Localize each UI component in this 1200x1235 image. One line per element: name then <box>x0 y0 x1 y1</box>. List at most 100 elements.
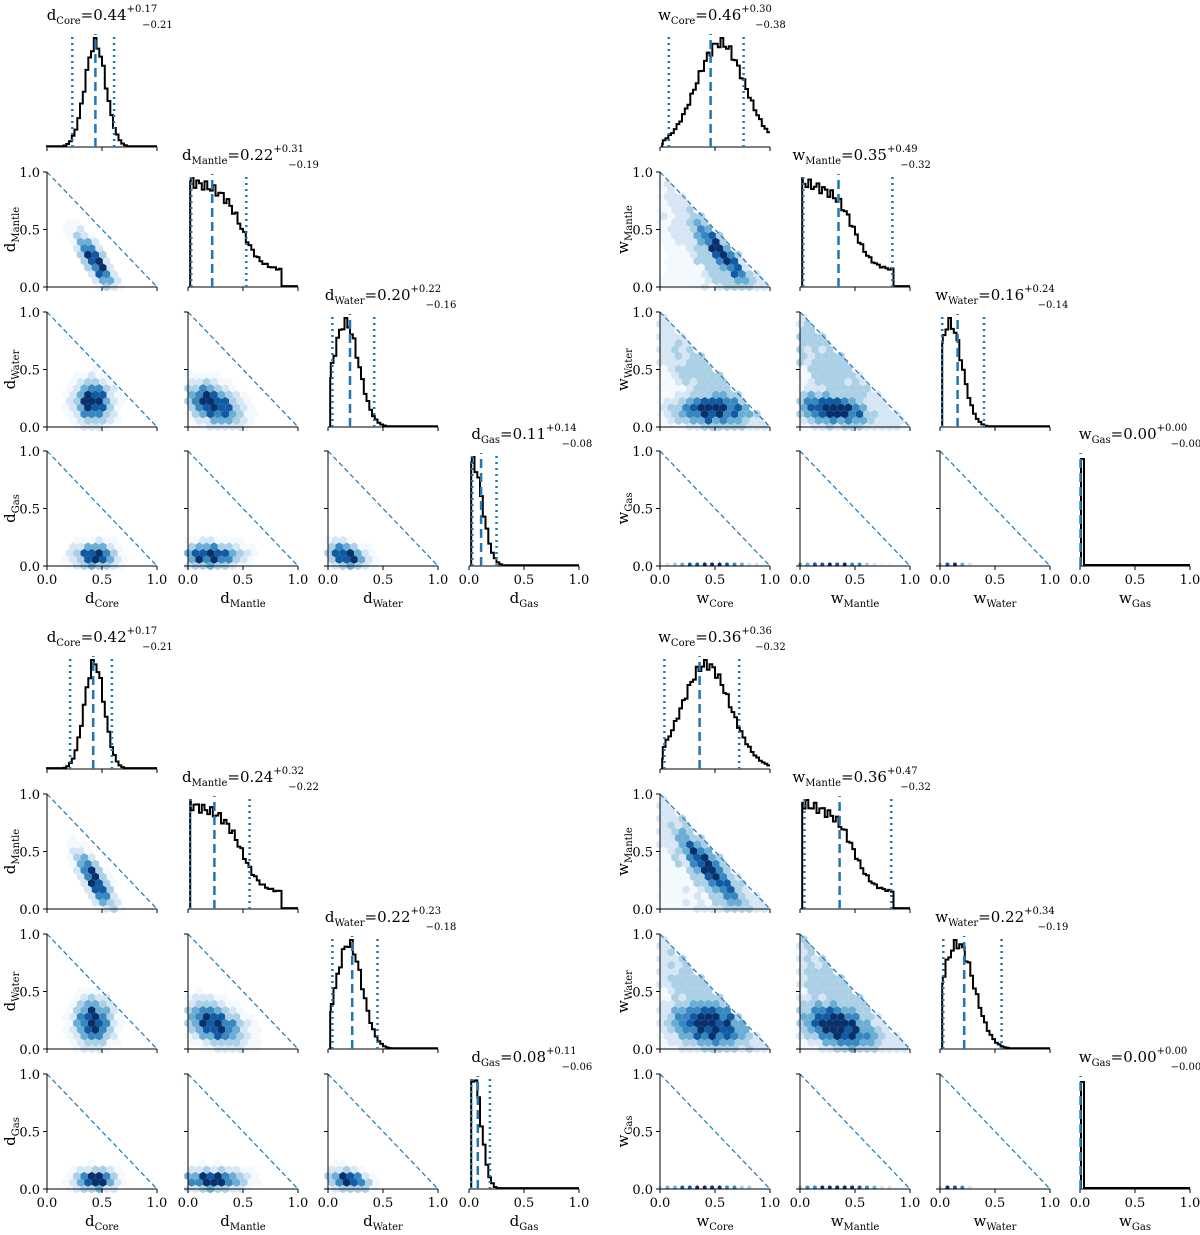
hexbin <box>811 371 819 380</box>
hexbin <box>727 885 735 894</box>
hexbin <box>811 384 819 393</box>
hexbin <box>110 1171 118 1181</box>
hexbin <box>678 396 687 406</box>
hexbin <box>686 244 694 253</box>
hexbin <box>671 866 679 875</box>
hexbin <box>69 1178 77 1187</box>
hexbin <box>678 840 687 849</box>
x-tick-label: 1.0 <box>428 1196 449 1211</box>
hexbin <box>822 1038 830 1047</box>
hexbin <box>818 332 827 341</box>
hexbin <box>874 1012 882 1021</box>
hexbin <box>671 853 679 862</box>
hexbin <box>106 1178 114 1187</box>
hexbin <box>682 898 690 907</box>
hexbin <box>674 364 683 374</box>
hexbin <box>697 211 705 221</box>
hexbin <box>99 1025 107 1034</box>
x-tick-label: 0.0 <box>37 1196 58 1211</box>
hexbin <box>811 954 819 963</box>
hexbin <box>811 993 819 1002</box>
hexbin <box>84 250 92 260</box>
simplex-boundary-line <box>46 171 158 288</box>
hexbin <box>848 1006 856 1015</box>
hexbin <box>69 237 77 247</box>
hexbin <box>708 1018 716 1028</box>
hexbin <box>745 269 754 279</box>
hexbin <box>65 1006 74 1015</box>
hexbin <box>727 276 735 285</box>
hexbin <box>818 1018 827 1028</box>
hexbin <box>114 1165 122 1174</box>
hexbin <box>715 396 724 406</box>
hexbin <box>719 390 727 400</box>
hexbin <box>689 846 698 856</box>
hexbin <box>202 542 211 551</box>
x-tick-label: 0.5 <box>1125 573 1146 588</box>
hexbin <box>822 416 830 425</box>
hexbin <box>693 218 701 227</box>
hexbin <box>800 1025 808 1034</box>
hexbin <box>671 954 679 963</box>
hexbin <box>686 853 694 862</box>
hexbin <box>221 1006 229 1015</box>
hexbin <box>749 276 757 285</box>
hexbin <box>704 846 713 856</box>
hexbin <box>660 859 668 869</box>
hexbin <box>106 377 114 387</box>
hexbin <box>708 256 716 266</box>
hexbin <box>712 377 720 387</box>
hexbin <box>719 403 727 412</box>
hexbin <box>95 244 103 253</box>
hexbin <box>73 993 81 1002</box>
hexbin <box>715 231 724 240</box>
hexbin <box>829 1038 838 1047</box>
hexbin <box>61 390 70 400</box>
hexbin <box>660 276 668 285</box>
hexbin <box>837 416 845 425</box>
hexbin <box>217 1025 226 1034</box>
hexbin <box>678 358 687 367</box>
hexbin <box>65 1018 74 1028</box>
hexbin <box>704 1012 713 1021</box>
hexbin <box>73 384 81 393</box>
y-tick-label: 0.0 <box>19 1183 40 1198</box>
hexbin <box>667 846 675 856</box>
hexbin <box>76 1165 85 1174</box>
hexbin <box>95 371 103 380</box>
hexbin <box>800 986 808 996</box>
simplex-boundary-line <box>46 311 158 428</box>
hexbin <box>682 276 690 285</box>
hexbin <box>114 416 122 425</box>
hexbin <box>686 358 694 367</box>
hexbin <box>686 827 694 836</box>
hexbin <box>693 358 701 367</box>
hexbin <box>807 351 815 361</box>
hexbin <box>88 853 96 862</box>
hexbin <box>247 416 255 425</box>
hexbin <box>807 1038 815 1047</box>
hexbin <box>734 1038 742 1047</box>
marginal-title: wWater=0.16+0.24 <box>935 284 1055 307</box>
hexbin <box>69 390 77 400</box>
x-tick-label: 0.5 <box>705 573 726 588</box>
hexbin <box>704 986 713 996</box>
hexbin <box>217 1178 226 1187</box>
hexbin <box>65 853 74 862</box>
bottom-left-joint-mantle-gas <box>184 1073 299 1194</box>
hexbin <box>91 1165 100 1174</box>
hexbin <box>663 192 672 201</box>
y-tick-label: 1.0 <box>19 1068 40 1083</box>
hexbin <box>844 390 853 400</box>
hexbin <box>807 377 815 387</box>
hexbin <box>697 859 705 869</box>
hexbin <box>689 999 698 1009</box>
hexbin <box>811 396 819 406</box>
hexbin <box>61 403 70 412</box>
hexbin <box>727 403 735 412</box>
hexbin <box>342 1178 351 1187</box>
hexbin <box>99 1178 107 1187</box>
hexbin <box>833 980 841 989</box>
hexbin <box>195 1178 203 1187</box>
